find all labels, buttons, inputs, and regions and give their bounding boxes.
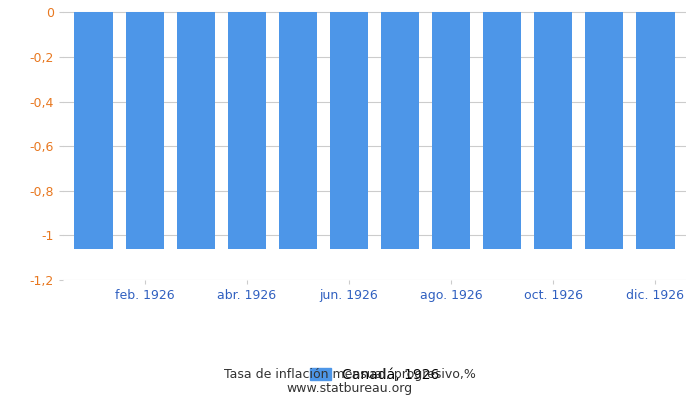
Bar bbox=[74, 12, 113, 249]
Bar bbox=[483, 12, 522, 249]
Bar bbox=[279, 12, 317, 249]
Bar bbox=[176, 12, 215, 249]
Bar bbox=[636, 12, 675, 249]
Legend: Canadá, 1926: Canadá, 1926 bbox=[304, 362, 444, 387]
Bar bbox=[534, 12, 573, 249]
Text: www.statbureau.org: www.statbureau.org bbox=[287, 382, 413, 395]
Text: Tasa de inflación mensual, progresivo,%: Tasa de inflación mensual, progresivo,% bbox=[224, 368, 476, 381]
Bar bbox=[125, 12, 164, 249]
Bar bbox=[381, 12, 419, 249]
Bar bbox=[228, 12, 266, 249]
Bar bbox=[330, 12, 368, 249]
Bar bbox=[585, 12, 624, 249]
Bar bbox=[432, 12, 470, 249]
